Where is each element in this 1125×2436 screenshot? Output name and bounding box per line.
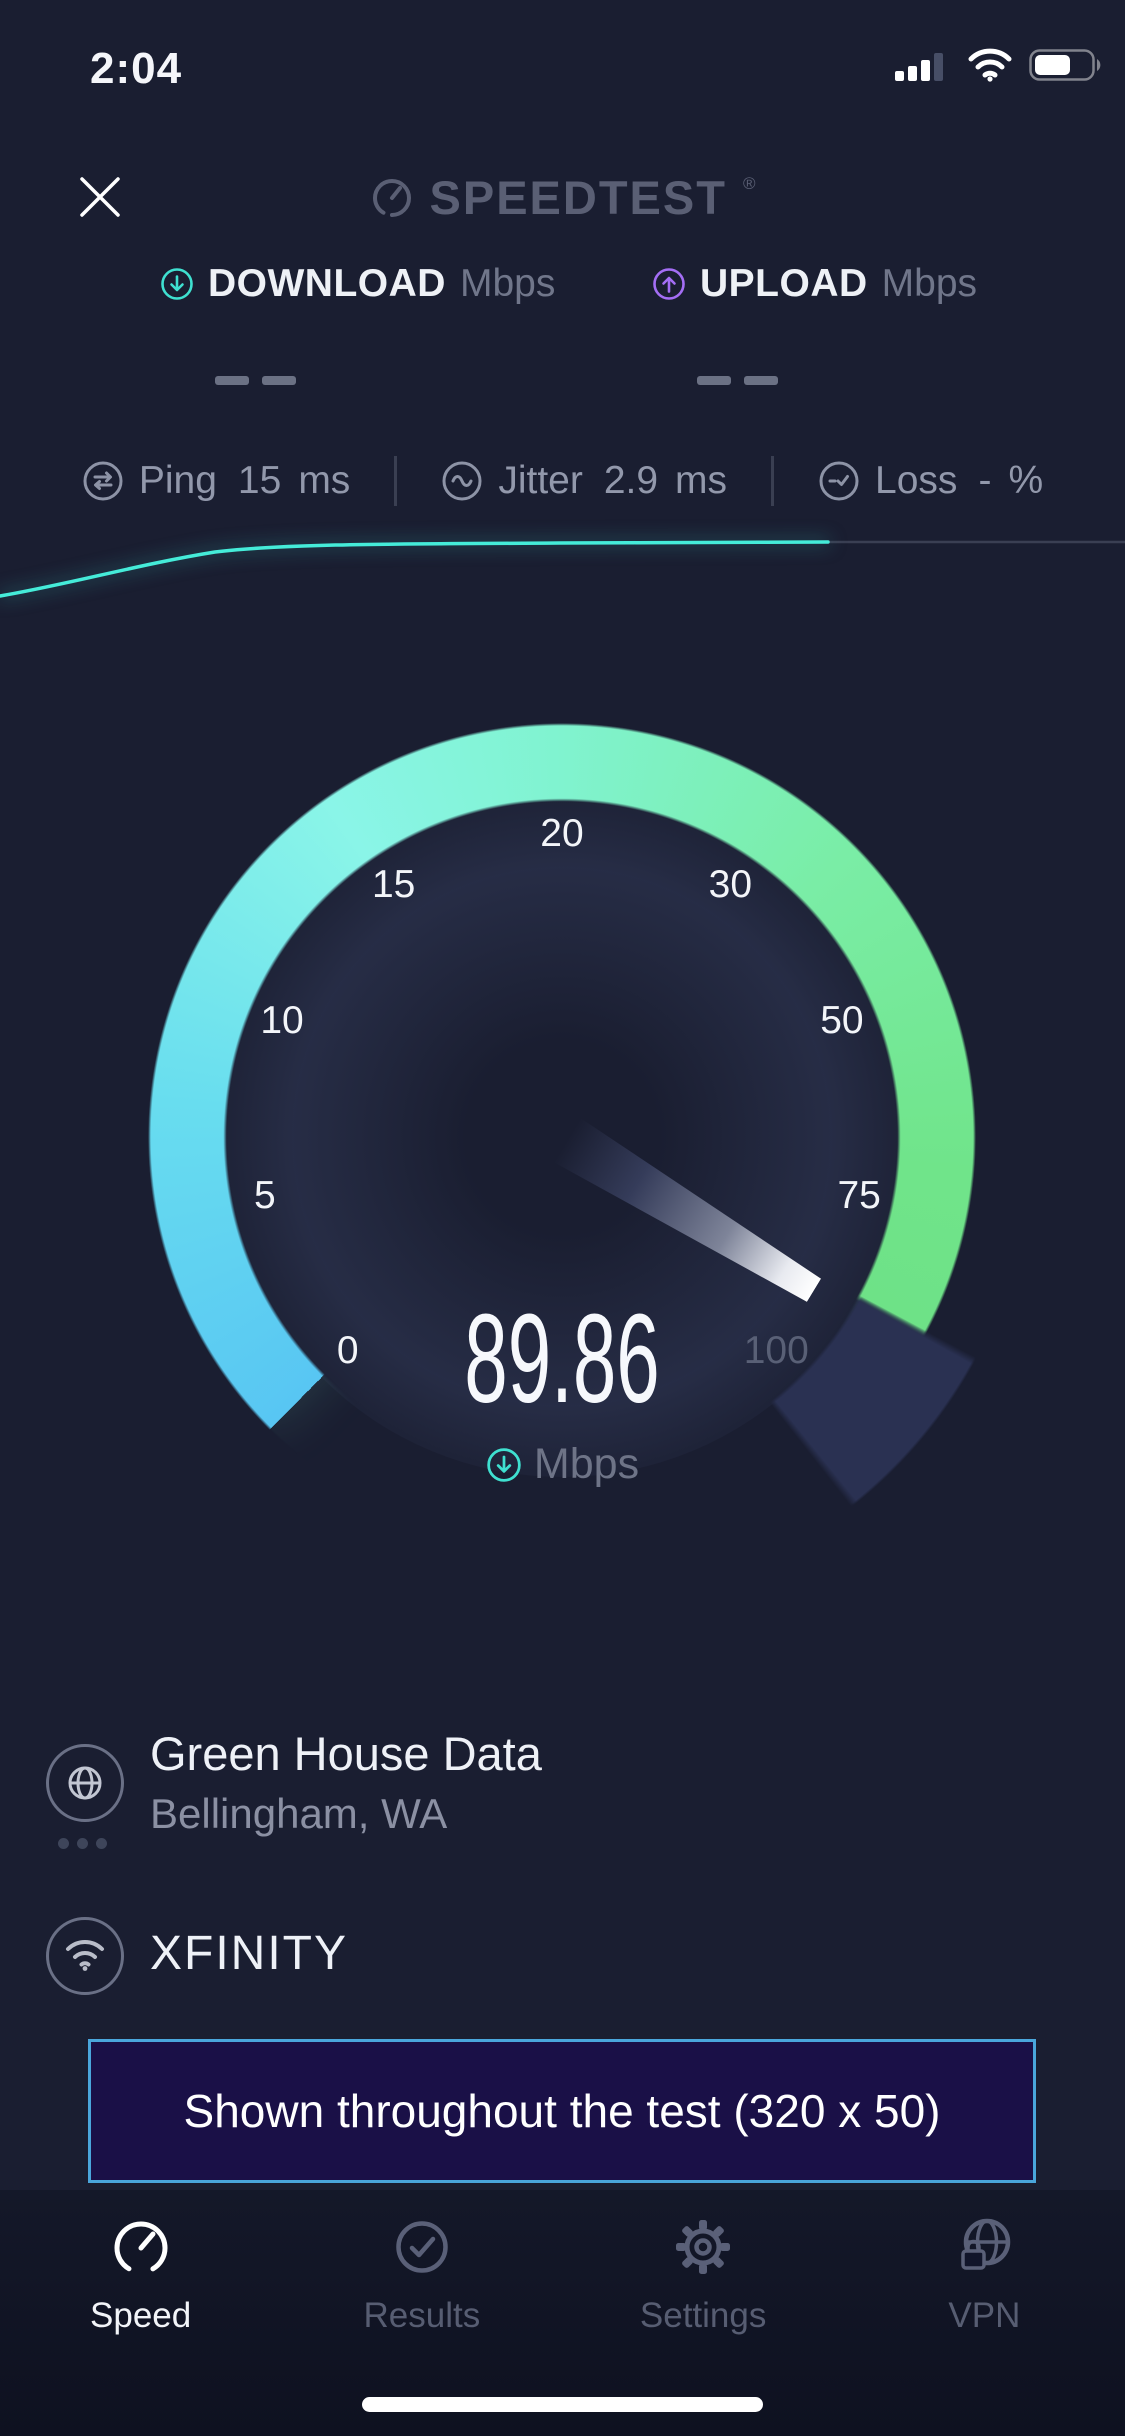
logo-text: SPEEDTEST <box>429 171 727 224</box>
settings-gear-icon <box>676 2220 731 2274</box>
download-header: DOWNLOAD Mbps <box>160 260 555 308</box>
latency-stats-row: Ping 15 ms Jitter 2.9 ms Loss - % <box>0 456 1125 506</box>
speedtest-logo: SPEEDTEST ® <box>0 170 1125 225</box>
upload-unit: Mbps <box>881 262 978 305</box>
download-value-placeholder <box>215 376 296 385</box>
tab-vpn[interactable]: VPN <box>844 2190 1125 2436</box>
loss-label: Loss <box>875 459 958 502</box>
speedtest-gauge-logo-icon <box>372 178 411 217</box>
close-icon <box>80 176 120 217</box>
divider <box>394 456 398 506</box>
divider <box>771 456 775 506</box>
download-progress-sparkline <box>0 540 1125 598</box>
globe-icon <box>68 1766 102 1800</box>
upload-value-placeholder <box>697 376 778 385</box>
ad-banner[interactable]: Shown throughout the test (320 x 50) <box>88 2039 1036 2183</box>
results-check-icon <box>396 2221 448 2273</box>
jitter-value: 2.9 <box>603 459 659 502</box>
download-arrow-icon <box>161 268 193 300</box>
tab-results-label: Results <box>363 2296 481 2335</box>
ping-label: Ping <box>138 459 217 502</box>
jitter-unit: ms <box>675 459 728 502</box>
isp-name: XFINITY <box>150 1927 349 1980</box>
tab-bar: Speed Results <box>0 2190 1125 2436</box>
download-label: DOWNLOAD <box>208 262 446 305</box>
server-options-menu[interactable] <box>58 1838 107 1849</box>
close-button[interactable] <box>74 172 126 224</box>
wifi-icon <box>66 1939 104 1971</box>
upload-label: UPLOAD <box>700 262 868 305</box>
gauge-unit-row: Mbps <box>0 1440 1125 1489</box>
tab-speed[interactable]: Speed <box>0 2190 281 2436</box>
battery-icon <box>1029 49 1101 81</box>
server-location: Bellingham, WA <box>150 1790 448 1837</box>
cellular-signal-icon <box>895 53 943 81</box>
ping-value: 15 <box>237 459 282 502</box>
server-name: Green House Data <box>150 1727 542 1780</box>
gauge-tick-0: 0 <box>336 1329 359 1373</box>
status-icons <box>895 48 1103 82</box>
gauge-tick-100: 100 <box>743 1329 809 1373</box>
vpn-globe-lock-icon <box>961 2218 1011 2270</box>
tab-vpn-label: VPN <box>948 2296 1021 2335</box>
download-arrow-icon <box>487 1447 521 1482</box>
gauge-tick-20: 20 <box>540 812 584 855</box>
gauge-tick-10: 10 <box>260 999 304 1043</box>
ping-unit: ms <box>298 459 351 502</box>
jitter-label: Jitter <box>498 459 583 502</box>
loss-icon <box>819 461 859 501</box>
gauge-unit: Mbps <box>533 1440 640 1488</box>
ping-icon <box>83 461 123 501</box>
loss-unit: % <box>1008 459 1044 502</box>
gauge-current-value: 89.86 <box>464 1288 660 1429</box>
loss-value: - <box>978 459 992 502</box>
gauge-tick-15: 15 <box>371 863 416 907</box>
wifi-status-icon <box>968 48 1012 82</box>
upload-arrow-icon <box>653 268 685 300</box>
ad-banner-text: Shown throughout the test (320 x 50) <box>183 2085 941 2137</box>
ping-stat: Ping 15 ms <box>82 459 350 503</box>
gauge-tick-30: 30 <box>708 863 753 907</box>
tab-settings-label: Settings <box>639 2296 767 2335</box>
upload-header: UPLOAD Mbps <box>652 260 977 308</box>
tab-settings[interactable]: Settings <box>563 2190 844 2436</box>
status-time: 2:04 <box>90 44 183 93</box>
speed-gauge-icon <box>114 2221 168 2275</box>
gauge-tick-75: 75 <box>837 1174 881 1218</box>
server-row-icon <box>46 1744 124 1822</box>
registered-mark: ® <box>742 174 756 193</box>
tab-speed-label: Speed <box>90 2296 192 2335</box>
gauge-tick-50: 50 <box>820 999 864 1043</box>
jitter-stat: Jitter 2.9 ms <box>441 459 727 503</box>
jitter-icon <box>442 461 482 501</box>
gauge-tick-5: 5 <box>253 1174 276 1218</box>
loss-stat: Loss - % <box>818 459 1043 503</box>
tab-results[interactable]: Results <box>281 2190 562 2436</box>
home-indicator[interactable] <box>362 2397 763 2412</box>
download-unit: Mbps <box>459 262 556 305</box>
isp-row-icon <box>46 1917 124 1995</box>
